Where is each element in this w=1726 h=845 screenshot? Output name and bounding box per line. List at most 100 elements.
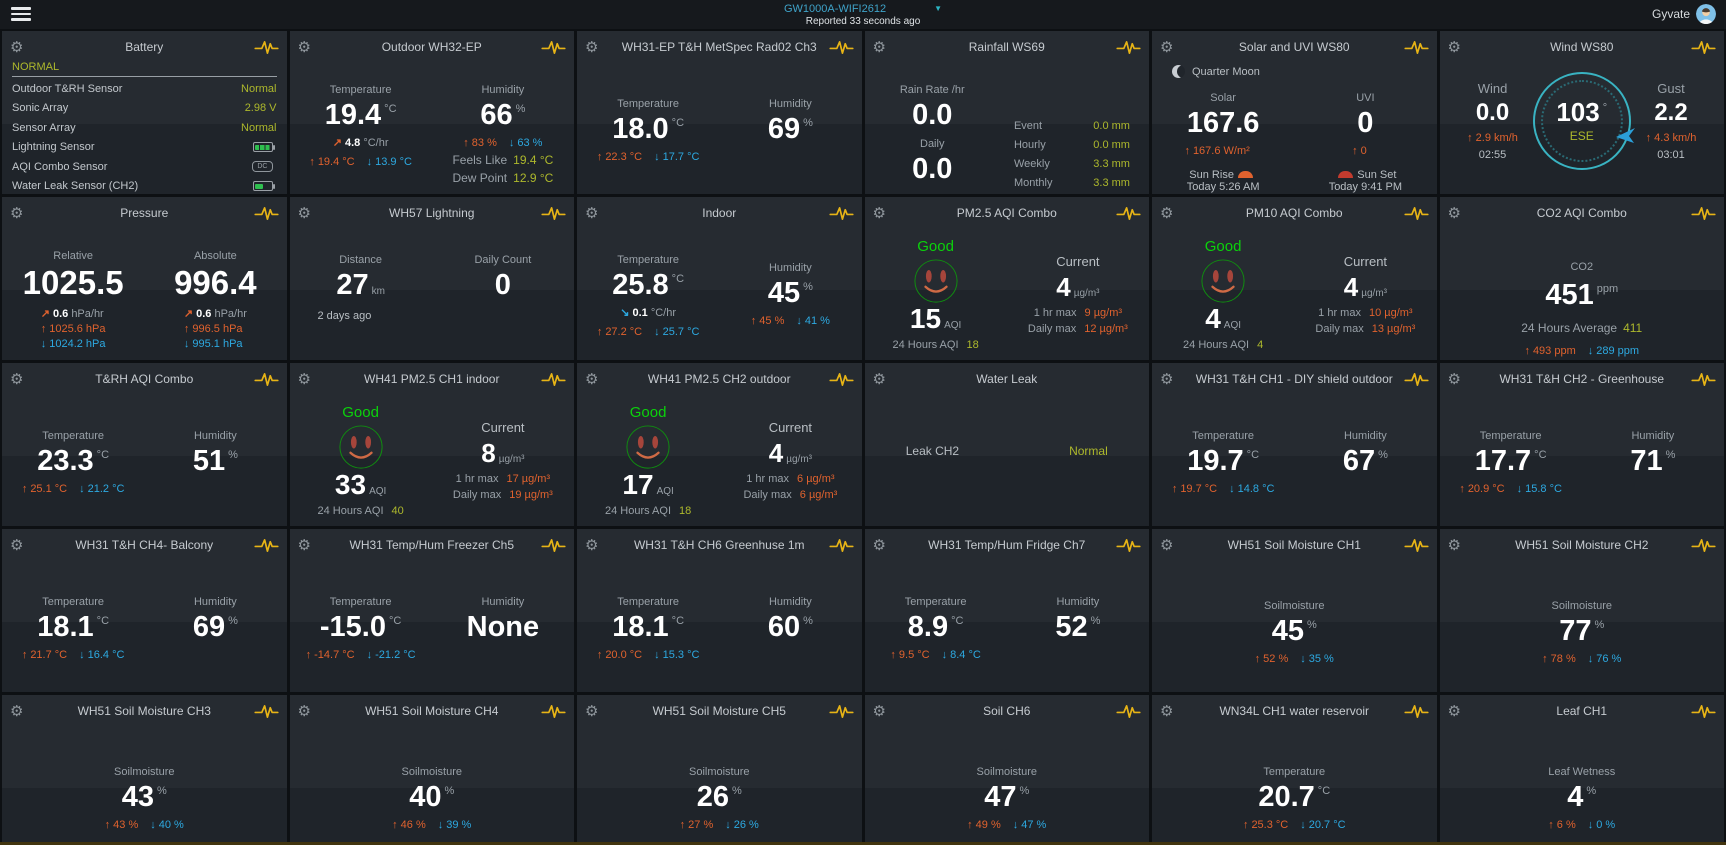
chart-icon[interactable]: [254, 538, 279, 553]
chart-icon[interactable]: [1404, 372, 1429, 387]
gear-icon[interactable]: ⚙: [10, 38, 24, 56]
chart-icon[interactable]: [541, 372, 566, 387]
chart-icon[interactable]: [1116, 40, 1141, 55]
chart-icon[interactable]: [1691, 206, 1716, 221]
gear-icon[interactable]: ⚙: [1160, 38, 1174, 56]
gear-icon[interactable]: ⚙: [585, 38, 599, 56]
gear-icon[interactable]: ⚙: [872, 204, 886, 222]
down-arrow-icon: ↓: [437, 819, 444, 832]
gear-icon[interactable]: ⚙: [10, 702, 24, 720]
gear-icon[interactable]: ⚙: [585, 370, 599, 388]
chart-icon[interactable]: [254, 372, 279, 387]
gear-icon[interactable]: ⚙: [585, 204, 599, 222]
up-arrow-icon: ↑: [596, 151, 603, 164]
wind-direction-label: ESE: [1569, 129, 1594, 143]
chart-icon[interactable]: [1404, 704, 1429, 719]
soil-value: 40%: [409, 781, 455, 813]
chart-icon[interactable]: [1691, 372, 1716, 387]
chart-icon[interactable]: [1116, 206, 1141, 221]
humidity-metric: Humidity 66% ↑ 83 % ↓ 63 % Feels Like 19.4 °…: [432, 84, 574, 194]
gear-icon[interactable]: ⚙: [1447, 536, 1461, 554]
gear-icon[interactable]: ⚙: [1447, 204, 1461, 222]
bottom-scrollbar[interactable]: [0, 842, 1726, 845]
chart-icon[interactable]: [829, 704, 854, 719]
user-menu[interactable]: Gyvate: [1652, 4, 1716, 24]
chart-icon[interactable]: [1404, 206, 1429, 221]
up-arrow-icon: ↑: [1548, 819, 1554, 832]
gear-icon[interactable]: ⚙: [297, 370, 311, 388]
chart-icon[interactable]: [829, 206, 854, 221]
chart-icon[interactable]: [1404, 538, 1429, 553]
chart-icon[interactable]: [1116, 704, 1141, 719]
gear-icon[interactable]: ⚙: [872, 370, 886, 388]
gear-icon[interactable]: ⚙: [872, 702, 886, 720]
chart-icon[interactable]: [254, 206, 279, 221]
chart-icon[interactable]: [1404, 40, 1429, 55]
gear-icon[interactable]: ⚙: [1160, 536, 1174, 554]
min-max: ↑ 9.5 °C ↓ 8.4 °C: [890, 649, 981, 662]
leaf-wetness-metric: Leaf Wetness 4% ↑ 6 % ↓ 0 %: [1440, 766, 1725, 845]
chart-icon[interactable]: [541, 538, 566, 553]
up-arrow-icon: ↑: [1171, 483, 1178, 496]
hamburger-menu-icon[interactable]: [11, 7, 31, 24]
absolute-pressure-value: 996.4: [174, 264, 257, 301]
temp-value: 19.7 °C: [1187, 445, 1260, 477]
temperature-metric: Temperature 8.9 °C ↑ 9.5 °C ↓ 8.4 °C: [865, 596, 1007, 692]
chart-icon[interactable]: [1691, 704, 1716, 719]
chart-icon[interactable]: [1691, 40, 1716, 55]
gear-icon[interactable]: ⚙: [872, 38, 886, 56]
temperature-metric: Temperature 18.1 °C ↑ 20.0 °C ↓ 15.3 °C: [577, 596, 719, 692]
gear-icon[interactable]: ⚙: [1160, 370, 1174, 388]
card-wind: ⚙ Wind WS80 Wind 0.0 ↑ 2.9 km/h 02:55 103 °…: [1439, 31, 1724, 194]
row-value: 2.98 V: [244, 102, 277, 115]
chart-icon[interactable]: [829, 538, 854, 553]
min-max: ↑ 52 % ↓ 35 %: [1254, 653, 1334, 666]
temperature-metric: Temperature 18.0 °C ↑ 22.3 °C ↓ 17.7 °C: [577, 98, 719, 194]
chart-icon[interactable]: [829, 372, 854, 387]
gear-icon[interactable]: ⚙: [297, 536, 311, 554]
gear-icon[interactable]: ⚙: [297, 204, 311, 222]
down-arrow-icon: ↓: [508, 137, 515, 150]
device-name[interactable]: GW1000A-WIFI2612: [783, 3, 887, 15]
temp-value: 18.1 °C: [612, 611, 685, 643]
humidity-value: 60%: [767, 611, 813, 643]
chart-icon[interactable]: [254, 40, 279, 55]
gear-icon[interactable]: ⚙: [1160, 204, 1174, 222]
chart-icon[interactable]: [254, 704, 279, 719]
up-arrow-icon: ↑: [1459, 483, 1465, 496]
soil-value: 47%: [984, 781, 1030, 813]
chart-icon[interactable]: [541, 206, 566, 221]
user-avatar[interactable]: [1696, 4, 1716, 24]
gear-icon[interactable]: ⚙: [1447, 702, 1461, 720]
user-name[interactable]: Gyvate: [1651, 7, 1690, 21]
gear-icon[interactable]: ⚙: [297, 38, 311, 56]
gear-icon[interactable]: ⚙: [10, 204, 24, 222]
rain-totals: Event 0.0 mm Hourly 0.0 mm Weekly 3.3 mm Mo…: [1000, 84, 1149, 194]
chart-icon[interactable]: [1116, 538, 1141, 553]
gear-icon[interactable]: ⚙: [585, 702, 599, 720]
chart-icon[interactable]: [541, 40, 566, 55]
gear-icon[interactable]: ⚙: [10, 536, 24, 554]
card-title: Pressure: [120, 206, 169, 220]
gear-icon[interactable]: ⚙: [585, 536, 599, 554]
down-arrow-icon: ↓: [150, 819, 156, 832]
gear-icon[interactable]: ⚙: [872, 536, 886, 554]
gear-icon[interactable]: ⚙: [1160, 702, 1174, 720]
chart-icon[interactable]: [1691, 538, 1716, 553]
chart-icon[interactable]: [829, 40, 854, 55]
down-arrow-icon: ↓: [40, 337, 47, 350]
gear-icon[interactable]: ⚙: [1447, 38, 1461, 56]
sunset-icon: [1338, 171, 1354, 179]
chart-icon[interactable]: [541, 704, 566, 719]
gear-icon[interactable]: ⚙: [1447, 370, 1461, 388]
down-arrow-icon: ↓: [366, 156, 373, 169]
humidity-metric: Humidity 52%: [1007, 596, 1149, 692]
device-selector[interactable]: GW1000A-WIFI2612 ▼: [0, 3, 1726, 15]
aqi-metric: Good 15 AQI 24 Hours AQI 18: [865, 238, 1007, 360]
chevron-down-icon[interactable]: ▼: [934, 4, 942, 13]
down-arrow-icon: ↓: [1587, 653, 1594, 666]
leak-row: Leak CH2 Normal: [906, 444, 1108, 458]
battery-row: Sonic Array 2.98 V: [12, 99, 277, 119]
gear-icon[interactable]: ⚙: [297, 702, 311, 720]
gear-icon[interactable]: ⚙: [10, 370, 24, 388]
